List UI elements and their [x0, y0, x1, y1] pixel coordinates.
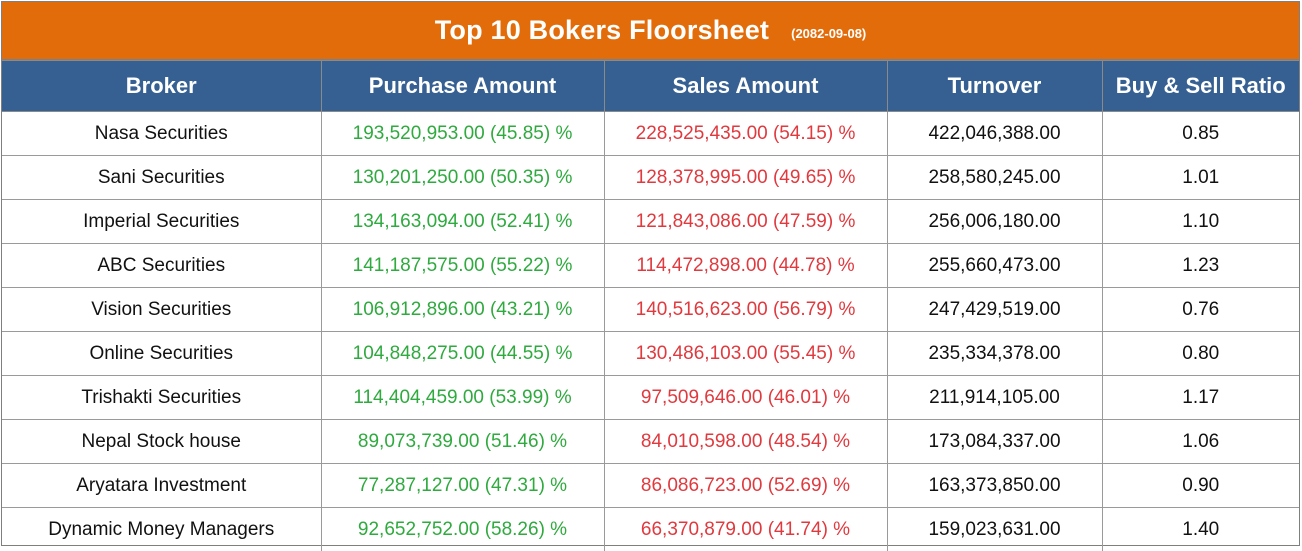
purchase-amount-cell: 130,201,250.00 (50.35) % — [321, 156, 604, 200]
column-header-turnover: Turnover — [887, 61, 1102, 112]
turnover-cell: 255,660,473.00 — [887, 244, 1102, 288]
turnover-cell: 159,023,631.00 — [887, 508, 1102, 551]
sales-amount-cell: 86,086,723.00 (52.69) % — [604, 464, 887, 508]
table-row: Imperial Securities 134,163,094.00 (52.4… — [2, 200, 1299, 244]
table-row: ABC Securities 141,187,575.00 (55.22) % … — [2, 244, 1299, 288]
sales-amount-cell: 97,509,646.00 (46.01) % — [604, 376, 887, 420]
purchase-amount-cell: 141,187,575.00 (55.22) % — [321, 244, 604, 288]
ratio-cell: 0.85 — [1102, 112, 1299, 156]
broker-cell: Vision Securities — [2, 288, 321, 332]
sales-amount-cell: 128,378,995.00 (49.65) % — [604, 156, 887, 200]
purchase-amount-cell: 77,287,127.00 (47.31) % — [321, 464, 604, 508]
table-header-row: Broker Purchase Amount Sales Amount Turn… — [2, 61, 1299, 112]
title-bar: Top 10 Bokers Floorsheet (2082-09-08) — [2, 2, 1299, 60]
brokers-table: Broker Purchase Amount Sales Amount Turn… — [2, 60, 1299, 551]
table-row: Aryatara Investment 77,287,127.00 (47.31… — [2, 464, 1299, 508]
broker-cell: Online Securities — [2, 332, 321, 376]
purchase-amount-cell: 92,652,752.00 (58.26) % — [321, 508, 604, 551]
report-date: (2082-09-08) — [791, 26, 866, 41]
ratio-cell: 1.40 — [1102, 508, 1299, 551]
ratio-cell: 1.06 — [1102, 420, 1299, 464]
purchase-amount-cell: 114,404,459.00 (53.99) % — [321, 376, 604, 420]
purchase-amount-cell: 193,520,953.00 (45.85) % — [321, 112, 604, 156]
turnover-cell: 258,580,245.00 — [887, 156, 1102, 200]
sales-amount-cell: 228,525,435.00 (54.15) % — [604, 112, 887, 156]
purchase-amount-cell: 106,912,896.00 (43.21) % — [321, 288, 604, 332]
turnover-cell: 247,429,519.00 — [887, 288, 1102, 332]
column-header-purchase-amount: Purchase Amount — [321, 61, 604, 112]
column-header-sales-amount: Sales Amount — [604, 61, 887, 112]
table-row: Nepal Stock house 89,073,739.00 (51.46) … — [2, 420, 1299, 464]
broker-cell: Nepal Stock house — [2, 420, 321, 464]
column-header-broker: Broker — [2, 61, 321, 112]
page-title: Top 10 Bokers Floorsheet — [435, 15, 769, 46]
broker-cell: Aryatara Investment — [2, 464, 321, 508]
turnover-cell: 173,084,337.00 — [887, 420, 1102, 464]
sales-amount-cell: 84,010,598.00 (48.54) % — [604, 420, 887, 464]
ratio-cell: 1.17 — [1102, 376, 1299, 420]
sales-amount-cell: 114,472,898.00 (44.78) % — [604, 244, 887, 288]
turnover-cell: 211,914,105.00 — [887, 376, 1102, 420]
sales-amount-cell: 66,370,879.00 (41.74) % — [604, 508, 887, 551]
ratio-cell: 1.10 — [1102, 200, 1299, 244]
turnover-cell: 256,006,180.00 — [887, 200, 1102, 244]
sales-amount-cell: 140,516,623.00 (56.79) % — [604, 288, 887, 332]
table-row: Dynamic Money Managers 92,652,752.00 (58… — [2, 508, 1299, 551]
table-row: Vision Securities 106,912,896.00 (43.21)… — [2, 288, 1299, 332]
broker-cell: Trishakti Securities — [2, 376, 321, 420]
sales-amount-cell: 121,843,086.00 (47.59) % — [604, 200, 887, 244]
purchase-amount-cell: 104,848,275.00 (44.55) % — [321, 332, 604, 376]
broker-cell: Dynamic Money Managers — [2, 508, 321, 551]
ratio-cell: 1.23 — [1102, 244, 1299, 288]
ratio-cell: 0.90 — [1102, 464, 1299, 508]
broker-cell: ABC Securities — [2, 244, 321, 288]
turnover-cell: 235,334,378.00 — [887, 332, 1102, 376]
broker-cell: Sani Securities — [2, 156, 321, 200]
table-row: Sani Securities 130,201,250.00 (50.35) %… — [2, 156, 1299, 200]
table-row: Trishakti Securities 114,404,459.00 (53.… — [2, 376, 1299, 420]
table-row: Online Securities 104,848,275.00 (44.55)… — [2, 332, 1299, 376]
purchase-amount-cell: 89,073,739.00 (51.46) % — [321, 420, 604, 464]
table-row: Nasa Securities 193,520,953.00 (45.85) %… — [2, 112, 1299, 156]
purchase-amount-cell: 134,163,094.00 (52.41) % — [321, 200, 604, 244]
broker-cell: Imperial Securities — [2, 200, 321, 244]
turnover-cell: 422,046,388.00 — [887, 112, 1102, 156]
ratio-cell: 1.01 — [1102, 156, 1299, 200]
broker-cell: Nasa Securities — [2, 112, 321, 156]
sales-amount-cell: 130,486,103.00 (55.45) % — [604, 332, 887, 376]
ratio-cell: 0.80 — [1102, 332, 1299, 376]
turnover-cell: 163,373,850.00 — [887, 464, 1102, 508]
column-header-buy-sell-ratio: Buy & Sell Ratio — [1102, 61, 1299, 112]
ratio-cell: 0.76 — [1102, 288, 1299, 332]
